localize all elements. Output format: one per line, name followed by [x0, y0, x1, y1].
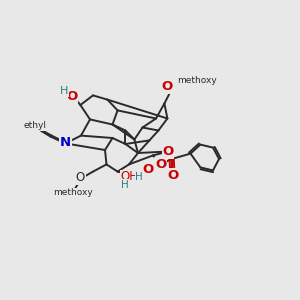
Text: H: H: [60, 86, 69, 96]
Text: H: H: [121, 179, 128, 190]
Text: OH: OH: [121, 170, 139, 184]
Text: N: N: [60, 136, 71, 149]
Text: O: O: [161, 80, 172, 94]
Text: ethyl: ethyl: [24, 122, 47, 130]
Text: H: H: [135, 172, 143, 182]
Text: O: O: [66, 90, 78, 103]
Text: methoxy: methoxy: [178, 76, 217, 85]
Text: O: O: [168, 169, 179, 182]
Text: O: O: [162, 145, 174, 158]
Text: methoxy: methoxy: [54, 188, 93, 197]
Text: O: O: [142, 163, 153, 176]
Text: O: O: [76, 171, 85, 184]
Text: O: O: [155, 158, 166, 171]
